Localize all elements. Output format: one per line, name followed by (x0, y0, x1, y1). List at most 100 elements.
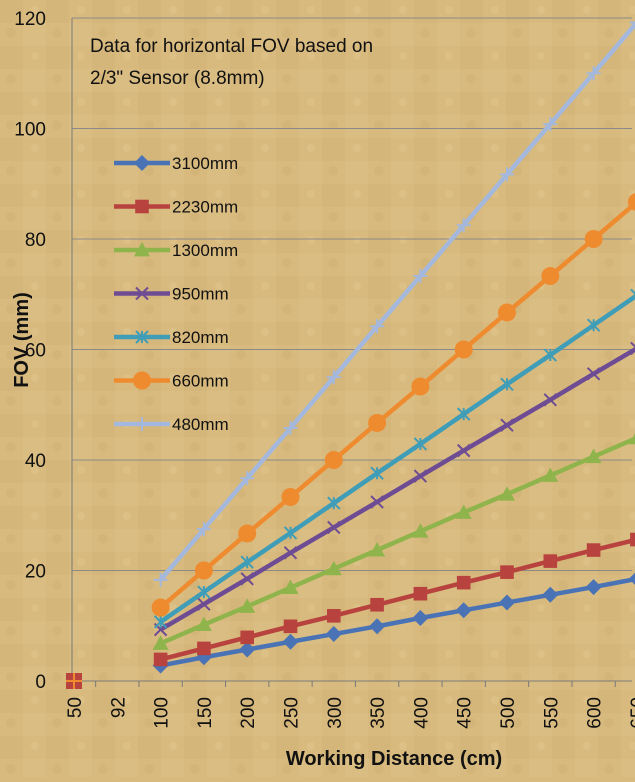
data-point (413, 586, 428, 601)
legend-item: 480mm (114, 415, 229, 434)
data-point (370, 319, 385, 334)
legend-item: 3100mm (114, 154, 238, 173)
data-point (543, 348, 558, 362)
series-line (160, 537, 635, 662)
series-2230mm (153, 532, 635, 667)
y-tick-label: 100 (14, 120, 46, 141)
data-point (327, 520, 341, 535)
x-tick-label: 50 (65, 697, 86, 718)
data-point (413, 437, 428, 451)
series-line (160, 576, 635, 668)
data-point (325, 560, 342, 576)
data-point (413, 469, 428, 483)
data-point (629, 21, 635, 24)
data-point (197, 597, 211, 611)
data-point (541, 267, 560, 286)
data-point (627, 193, 635, 211)
data-point (628, 433, 635, 445)
data-point (584, 230, 603, 248)
y-tick-label: 60 (25, 341, 46, 362)
series-1300mm (152, 433, 635, 650)
legend-item: 660mm (114, 371, 229, 391)
x-tick-label: 450 (455, 697, 476, 729)
data-point (630, 341, 635, 356)
data-point (456, 575, 471, 590)
data-point (368, 413, 387, 432)
legend-label: 820mm (172, 328, 229, 347)
data-point (281, 488, 300, 507)
legend: 3100mm 2230mm 1300mm 950mm 820mm 660mm 480mm (114, 154, 238, 434)
x-axis-title: Working Distance (cm) (286, 748, 502, 770)
data-point (239, 641, 256, 658)
x-tick-label: 150 (195, 697, 216, 729)
data-point (585, 579, 602, 596)
data-point (370, 466, 384, 480)
origin-point (66, 673, 82, 689)
data-point (586, 543, 601, 557)
series-line (159, 436, 635, 646)
legend-item: 2230mm (114, 198, 238, 217)
legend-label: 1300mm (172, 241, 238, 260)
series-950mm (153, 341, 635, 637)
data-point (500, 418, 514, 432)
y-tick-label: 0 (35, 672, 46, 693)
data-point (283, 546, 298, 560)
data-point (135, 330, 149, 344)
data-point (543, 554, 558, 568)
data-point (456, 443, 471, 458)
data-point (152, 635, 169, 650)
series-group (66, 21, 635, 689)
data-point (499, 486, 515, 501)
legend-label: 480mm (172, 415, 229, 434)
x-tick-label: 200 (238, 697, 259, 729)
series-line (159, 200, 635, 610)
legend-label: 3100mm (172, 154, 238, 173)
data-point (240, 555, 254, 569)
data-point (153, 652, 168, 667)
y-tick-label: 20 (25, 562, 46, 583)
series-3100mm (152, 572, 635, 674)
data-point (238, 524, 257, 543)
data-point (500, 377, 514, 392)
data-point (543, 117, 558, 132)
annotation-line-1: Data for horizontal FOV based on (90, 36, 373, 57)
data-point (454, 340, 473, 359)
data-point (135, 417, 149, 431)
x-tick-label: 650 (628, 697, 635, 729)
data-point (412, 610, 429, 627)
data-point (456, 407, 471, 421)
data-point (542, 467, 559, 482)
y-tick-label: 40 (25, 451, 46, 472)
x-tick-label: 550 (541, 697, 562, 729)
data-point (283, 420, 298, 435)
data-point (197, 641, 211, 656)
data-point (153, 572, 168, 587)
axes: 0 20 40 60 80 100 120 50 92 100 150 200 250 300 350 400… (14, 9, 635, 729)
data-point (369, 618, 386, 635)
data-point (370, 495, 384, 509)
data-point (413, 269, 428, 284)
origin-marker-cross (66, 673, 82, 689)
data-point (135, 286, 149, 301)
data-point (412, 523, 429, 538)
data-point (240, 630, 254, 645)
y-axis-title: FOV (mm) (11, 292, 33, 388)
data-point (240, 572, 254, 586)
series-line (159, 293, 635, 624)
data-point (630, 288, 635, 303)
series-820mm (153, 288, 635, 629)
data-point (196, 522, 211, 537)
data-point (369, 542, 386, 557)
legend-item: 1300mm (114, 241, 238, 260)
y-tick-label: 80 (25, 230, 46, 251)
data-point (327, 609, 341, 623)
data-point (195, 616, 212, 632)
legend-label: 2230mm (172, 198, 238, 217)
data-point (134, 155, 150, 171)
data-point (134, 242, 150, 257)
data-point (324, 451, 343, 469)
x-tick-label: 100 (152, 697, 173, 729)
data-point (498, 303, 516, 322)
